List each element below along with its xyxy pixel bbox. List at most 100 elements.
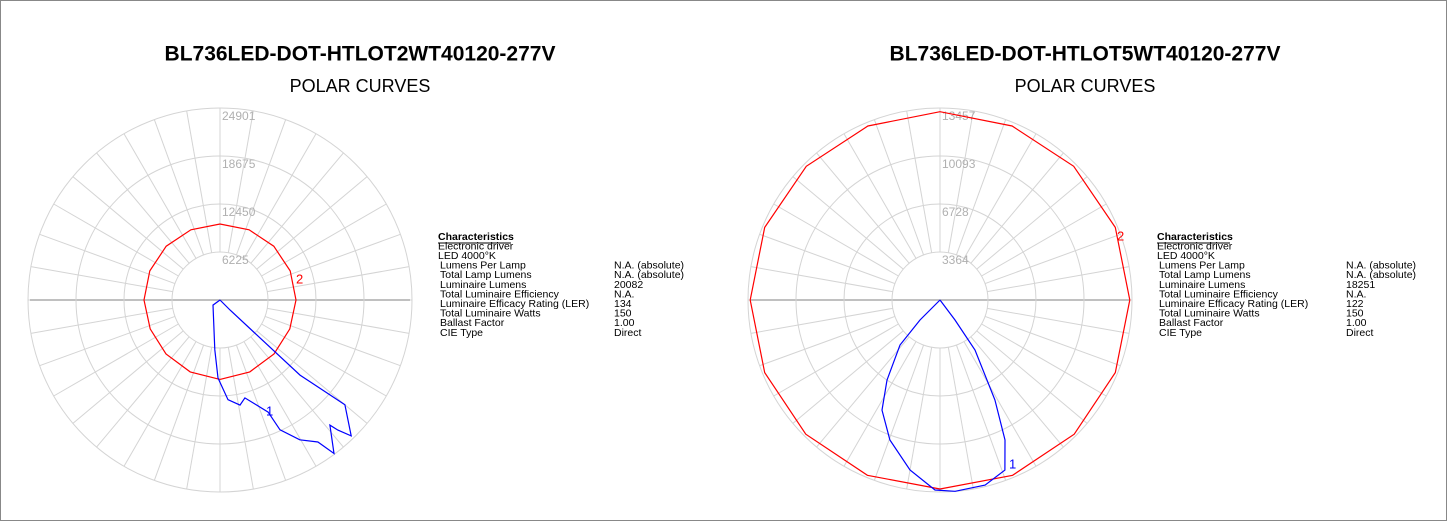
characteristic-label: Ballast Factor xyxy=(440,317,505,329)
characteristic-label: Total Lamp Lumens xyxy=(440,269,532,281)
spoke xyxy=(970,152,1064,264)
characteristic-value: 122 xyxy=(1346,298,1364,310)
spoke xyxy=(816,152,910,264)
spoke xyxy=(153,119,205,256)
spoke xyxy=(792,176,904,270)
spoke xyxy=(30,307,173,334)
spoke xyxy=(843,341,917,467)
curve-label: 2 xyxy=(296,271,303,286)
characteristic-label: Total Luminaire Watts xyxy=(440,308,541,320)
spoke xyxy=(39,233,176,285)
curve-label: 2 xyxy=(1117,228,1124,243)
characteristic-label: Total Luminaire Efficiency xyxy=(440,288,560,300)
spoke xyxy=(873,119,925,256)
spoke xyxy=(235,119,287,256)
grid-ring xyxy=(171,251,269,349)
spoke xyxy=(906,347,933,490)
spoke xyxy=(976,330,1088,424)
characteristic-line: Electronic driver xyxy=(1157,240,1233,252)
grid-ring xyxy=(891,251,989,349)
spoke xyxy=(53,323,179,397)
spoke xyxy=(186,110,213,253)
spoke xyxy=(256,176,368,270)
spoke xyxy=(39,315,176,367)
spoke xyxy=(963,341,1037,467)
r-tick-label: 6728 xyxy=(942,205,969,219)
spoke xyxy=(947,110,974,253)
spoke xyxy=(186,347,213,490)
spoke xyxy=(947,347,974,490)
spoke xyxy=(261,203,387,277)
spoke xyxy=(984,233,1121,285)
characteristic-value: N.A. (absolute) xyxy=(614,269,684,281)
characteristic-label: Total Luminaire Watts xyxy=(1159,308,1260,320)
characteristic-value: N.A. xyxy=(1346,288,1366,300)
characteristic-label: Luminaire Lumens xyxy=(440,279,526,291)
spoke xyxy=(843,133,917,259)
spoke xyxy=(250,336,344,448)
characteristic-value: N.A. xyxy=(614,288,634,300)
characteristics-heading: Characteristics xyxy=(438,231,514,243)
spoke xyxy=(243,341,317,467)
characteristic-value: 150 xyxy=(614,308,632,320)
characteristic-label: Ballast Factor xyxy=(1159,317,1224,329)
r-tick-label: 6225 xyxy=(222,253,249,267)
characteristic-label: Lumens Per Lamp xyxy=(1159,260,1245,272)
characteristic-value: 150 xyxy=(1346,308,1364,320)
spoke xyxy=(264,233,401,285)
characteristics-heading: Characteristics xyxy=(1157,231,1233,243)
spoke xyxy=(267,266,410,293)
spoke xyxy=(976,176,1088,270)
characteristic-value: N.A. (absolute) xyxy=(1346,269,1416,281)
spoke xyxy=(235,344,287,481)
chart-title: BL736LED-DOT-HTLOT2WT40120-277V xyxy=(165,43,556,66)
characteristic-value: Direct xyxy=(1346,327,1374,339)
spoke xyxy=(153,344,205,481)
characteristic-value: 134 xyxy=(614,298,632,310)
spoke xyxy=(906,110,933,253)
spoke xyxy=(264,315,401,367)
r-tick-label: 3364 xyxy=(942,253,969,267)
characteristic-value: 18251 xyxy=(1346,279,1375,291)
spoke xyxy=(981,203,1107,277)
spoke xyxy=(984,315,1121,367)
r-tick-label: 24901 xyxy=(222,109,256,123)
r-tick-label: 13457 xyxy=(942,109,976,123)
spoke xyxy=(792,330,904,424)
spoke xyxy=(750,307,893,334)
characteristic-value: 20082 xyxy=(614,279,643,291)
spoke xyxy=(227,110,254,253)
spoke xyxy=(773,323,899,397)
characteristic-line: LED 4000°K xyxy=(438,250,496,262)
characteristic-line: LED 4000°K xyxy=(1157,250,1215,262)
spoke xyxy=(750,266,893,293)
spoke xyxy=(759,315,896,367)
spoke xyxy=(96,336,190,448)
spoke xyxy=(963,133,1037,259)
characteristic-label: Lumens Per Lamp xyxy=(440,260,526,272)
chart-subtitle: POLAR CURVES xyxy=(1015,76,1156,96)
characteristic-label: Luminaire Efficacy Rating (LER) xyxy=(1159,298,1308,310)
spoke xyxy=(987,307,1130,334)
characteristic-label: CIE Type xyxy=(1159,327,1202,339)
characteristic-label: Total Luminaire Efficiency xyxy=(1159,288,1279,300)
polar-curve xyxy=(881,299,1006,492)
r-tick-label: 12450 xyxy=(222,205,256,219)
grid-ring xyxy=(27,107,413,493)
spoke xyxy=(53,203,179,277)
polar-curve xyxy=(749,111,1131,490)
spoke xyxy=(123,133,197,259)
spoke xyxy=(987,266,1130,293)
characteristic-label: Luminaire Lumens xyxy=(1159,279,1245,291)
spoke xyxy=(72,330,184,424)
characteristic-value: Direct xyxy=(614,327,642,339)
characteristic-value: N.A. (absolute) xyxy=(614,260,684,272)
spoke xyxy=(123,341,197,467)
characteristic-value: N.A. (absolute) xyxy=(1346,260,1416,272)
characteristic-label: Total Lamp Lumens xyxy=(1159,269,1251,281)
grid-ring xyxy=(843,203,1037,397)
spoke xyxy=(96,152,190,264)
spoke xyxy=(261,323,387,397)
characteristic-value: 1.00 xyxy=(1346,317,1367,329)
